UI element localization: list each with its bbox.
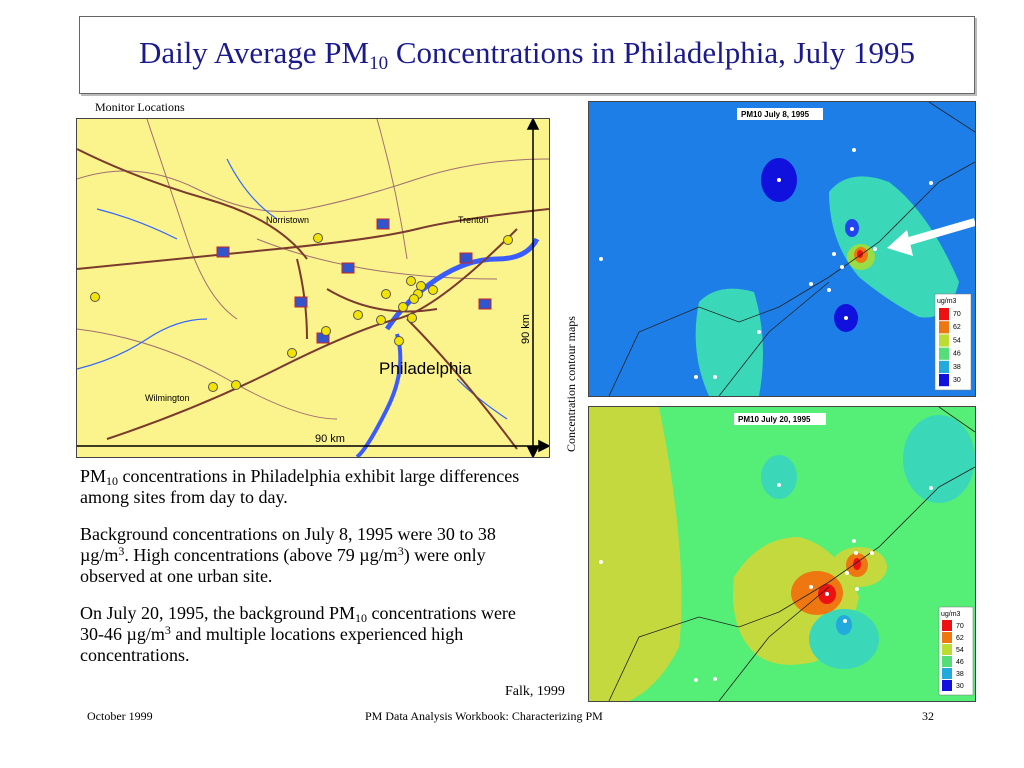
city-norristown: Norristown bbox=[266, 215, 309, 225]
city-wilmington: Wilmington bbox=[145, 393, 190, 403]
scale-horizontal: 90 km bbox=[315, 433, 345, 445]
paragraph-2: Background concentrations on July 8, 199… bbox=[80, 524, 496, 586]
legend-swatch bbox=[942, 632, 952, 643]
scale-vertical: 90 km bbox=[520, 314, 532, 344]
legend-label: 62 bbox=[956, 635, 964, 642]
title-rest: Concentrations in Philadelphia, July 199… bbox=[388, 35, 916, 70]
legend-swatch bbox=[942, 620, 952, 631]
legend-label: 38 bbox=[953, 364, 961, 371]
contour-maps-label: Concentration contour maps bbox=[564, 316, 578, 452]
legend-swatch bbox=[942, 668, 952, 679]
legend-label: 38 bbox=[956, 671, 964, 678]
map-caption: Monitor Locations bbox=[95, 100, 185, 114]
legend-swatch bbox=[939, 360, 949, 373]
legend-label: 70 bbox=[956, 623, 964, 630]
title-subscript: 10 bbox=[369, 53, 389, 74]
legend-label: 46 bbox=[953, 351, 961, 358]
legend-unit-july-8: ug/m3 bbox=[937, 298, 957, 305]
legend-unit-july-20: ug/m3 bbox=[941, 611, 961, 618]
city-trenton: Trenton bbox=[458, 215, 489, 225]
legend-swatch bbox=[939, 334, 949, 347]
footer-page-number: 32 bbox=[922, 709, 934, 723]
source-credit: Falk, 1999 bbox=[505, 684, 565, 699]
legend-label: 46 bbox=[956, 659, 964, 666]
title-box: Daily Average PM10 Concentrations in Phi… bbox=[79, 16, 975, 94]
legend-label: 54 bbox=[956, 647, 964, 654]
legend-swatch bbox=[939, 347, 949, 360]
footer-date: October 1999 bbox=[87, 709, 153, 723]
legend-swatch bbox=[939, 374, 949, 387]
contour-title-july-20: PM10 July 20, 1995 bbox=[738, 415, 811, 424]
legend-label: 30 bbox=[953, 377, 961, 384]
legend-swatch bbox=[942, 680, 952, 691]
contour-title-july-8: PM10 July 8, 1995 bbox=[741, 110, 810, 119]
legend-label: 62 bbox=[953, 324, 961, 331]
title-main: Daily Average PM bbox=[138, 35, 370, 70]
contour-map-july-8: PM10 July 8, 1995 ug/m3 70 62 54 46 38 30 bbox=[588, 101, 976, 397]
legend-swatch bbox=[942, 656, 952, 667]
contour-map-july-20: PM10 July 20, 1995 ug/m3 70 62 54 46 38 30 bbox=[588, 406, 976, 702]
legend-label: 54 bbox=[953, 337, 961, 344]
legend-swatch bbox=[939, 308, 949, 321]
legend-swatch bbox=[939, 321, 949, 334]
slide-title: Daily Average PM10 Concentrations in Phi… bbox=[139, 35, 915, 75]
legend-label: 70 bbox=[953, 311, 961, 318]
paragraph-1: PM10 concentrations in Philadelphia exhi… bbox=[80, 466, 520, 507]
footer-title: PM Data Analysis Workbook: Characterizin… bbox=[365, 709, 603, 723]
city-philadelphia: Philadelphia bbox=[379, 359, 472, 378]
legend-swatch bbox=[942, 644, 952, 655]
paragraph-3: On July 20, 1995, the background PM10 co… bbox=[80, 603, 516, 665]
legend-label: 30 bbox=[956, 683, 964, 690]
monitor-location-map: Norristown Trenton Philadelphia Wilmingt… bbox=[76, 118, 550, 458]
